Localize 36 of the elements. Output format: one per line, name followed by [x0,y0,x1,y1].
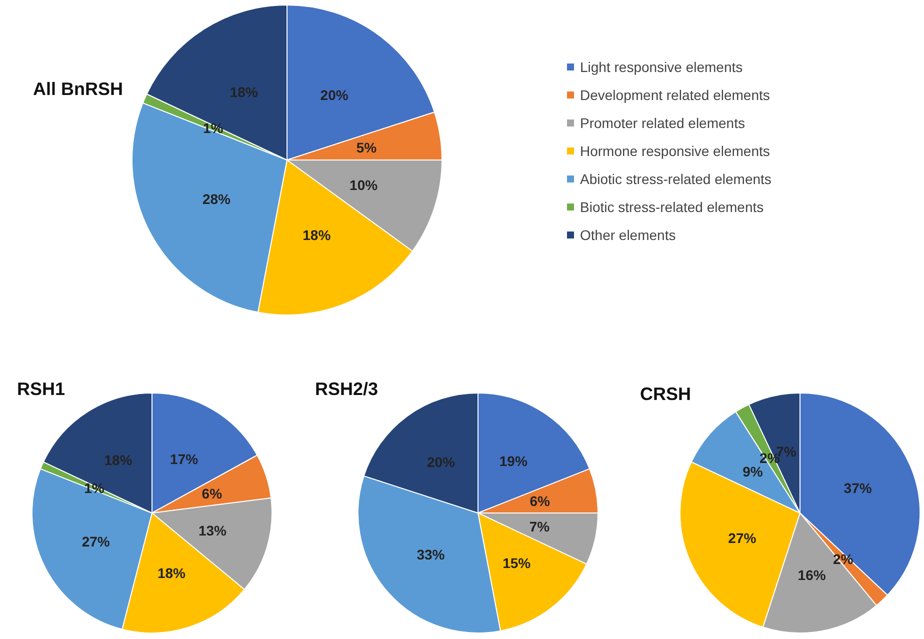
data-label: 19% [499,452,528,469]
data-label: 13% [198,522,228,539]
data-label: 7% [529,518,550,535]
data-label: 18% [157,564,186,581]
data-label: 10% [350,176,378,193]
data-label: 18% [302,226,332,243]
data-label: 28% [202,190,232,207]
data-label: 18% [104,452,133,468]
legend-label: Abiotic stress-related elements [580,171,772,187]
data-label: 15% [502,554,532,571]
data-label: 20% [320,86,349,103]
data-label: 18% [230,84,258,100]
data-label: 6% [202,486,223,502]
data-label: 6% [530,493,551,510]
data-label: 27% [728,530,757,546]
text: All BnRSH [33,79,123,99]
data-label: 1% [84,480,105,496]
data-label: 33% [416,546,446,563]
data-label: 17% [170,450,199,467]
data-label: 27% [82,534,110,550]
data-label: 5% [356,139,378,156]
legend-label: Biotic stress-related elements [580,199,764,215]
legend-label: Other elements [580,227,676,243]
data-label: 1% [203,120,224,136]
chart-title: CRSH [640,384,692,404]
chart-title: RSH1 [17,379,66,399]
data-label: 20% [426,454,456,470]
legend-label: Development related elements [580,87,770,103]
data-label: 37% [844,480,872,496]
data-label: 9% [742,463,764,480]
chart-title: RSH2/3 [315,379,378,399]
legend-label: Light responsive elements [580,59,743,75]
data-label: 16% [798,566,826,583]
data-label: 2% [833,550,854,567]
legend-label: Promoter related elements [580,115,745,131]
legend-label: Hormone responsive elements [580,143,770,159]
